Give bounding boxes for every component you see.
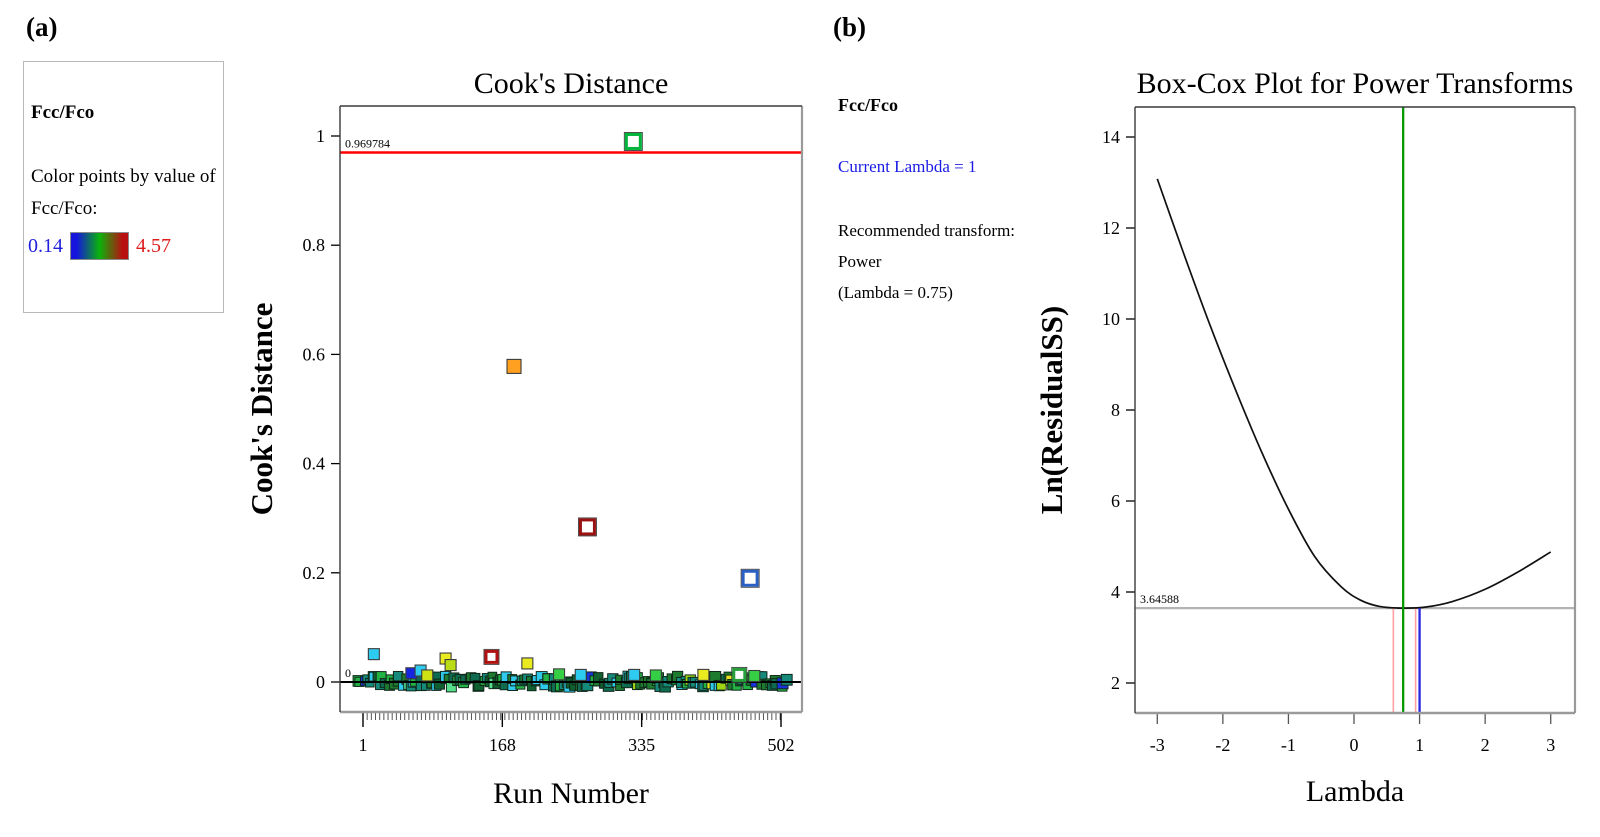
y-tick-label: 10 [1102, 309, 1120, 329]
legend-caption-line2: Fcc/Fco: [31, 198, 98, 219]
x-tick-label: -2 [1215, 735, 1230, 755]
outlier-point-square [578, 518, 596, 536]
x-tick-label: 1 [1415, 735, 1424, 755]
y-tick-label: 0 [316, 672, 325, 692]
minor-point-square-outline [731, 666, 748, 683]
boxcox-chart-title: Box-Cox Plot for Power Transforms [1137, 67, 1574, 100]
outlier-points [506, 132, 760, 588]
legend-min-value: 0.14 [28, 234, 63, 257]
minor-point-square [574, 668, 587, 681]
minor-point-square [553, 668, 566, 681]
boxcox-curve [1156, 178, 1552, 609]
x-tick-label: 168 [489, 735, 516, 755]
cooks-y-axis-title: Cook's Distance [244, 303, 279, 516]
boxcox-info-title: Fcc/Fco [838, 95, 898, 115]
legend-value-row: 0.14 4.57 [28, 232, 171, 260]
panel-b-label: (b) [833, 12, 866, 42]
y-tick-label: 14 [1102, 127, 1120, 147]
y-tick-label: 1 [316, 126, 325, 146]
outlier-point-square [741, 569, 759, 587]
recommended-lambda-detail: (Lambda = 0.75) [838, 283, 953, 302]
minor-point-square [628, 668, 641, 681]
minor-point-square [521, 657, 534, 670]
outlier-point-square-outline [740, 568, 760, 588]
x-tick-label: 2 [1481, 735, 1490, 755]
y-tick-label: 4 [1111, 582, 1120, 602]
y-tick-label: 12 [1102, 218, 1120, 238]
x-tick-label: -1 [1281, 735, 1296, 755]
minor-point-square [421, 669, 434, 682]
boxcox-y-axis: 2 4 6 8 10 12 14 [1102, 127, 1135, 693]
recommended-transform-name: Power [838, 252, 882, 271]
y-tick-label: 0.4 [303, 454, 326, 474]
boxcox-chart: Box-Cox Plot for Power Transforms Lambda L… [1034, 67, 1577, 808]
minor-point-square [367, 648, 380, 661]
cooks-threshold-label: 0.969784 [345, 136, 390, 150]
minor-points [367, 648, 761, 683]
boxcox-y-axis-title: Ln(ResidualSS) [1034, 306, 1069, 514]
color-gradient-bar [70, 232, 129, 260]
recommended-transform-heading: Recommended transform: [838, 221, 1016, 240]
cooks-y-axis: 0 0.2 0.4 0.6 0.8 1 [303, 126, 340, 692]
minor-point-square [444, 659, 457, 672]
x-tick-label: 0 [1350, 735, 1359, 755]
minor-point-square [732, 667, 747, 682]
current-lambda-text: Current Lambda = 1 [838, 157, 977, 176]
color-legend-box: Fcc/Fco Color points by value of Fcc/Fco… [23, 61, 224, 313]
panel-a-label: (a) [26, 12, 58, 42]
x-tick-label: -3 [1150, 735, 1165, 755]
minor-point-square [697, 668, 710, 681]
boxcox-x-axis: -3 -2 -1 0 1 2 3 [1150, 714, 1555, 755]
best-residual-label: 3.64588 [1140, 592, 1179, 606]
x-tick-label: 1 [359, 735, 368, 755]
cooks-x-axis: 1 168 335 502 [359, 713, 795, 755]
y-tick-label: 8 [1111, 400, 1120, 420]
y-tick-label: 2 [1111, 673, 1120, 693]
outlier-point-square-outline [577, 517, 597, 537]
cooks-chart-title: Cook's Distance [474, 67, 669, 100]
legend-title: Fcc/Fco [31, 102, 95, 123]
y-tick-label: 0.2 [303, 563, 326, 583]
cooks-distance-chart: Cook's Distance Run Number Cook's Distance… [244, 67, 804, 810]
boxcox-x-axis-title: Lambda [1306, 775, 1404, 808]
y-tick-label: 0.6 [303, 344, 326, 364]
outlier-point-square [506, 358, 522, 374]
cooks-zero-label: 0 [345, 666, 351, 680]
boxcox-info-block: Fcc/Fco Current Lambda = 1 Recommended t… [838, 95, 1118, 315]
minor-point-square [484, 649, 499, 664]
x-tick-label: 502 [768, 735, 795, 755]
y-tick-label: 0.8 [303, 235, 326, 255]
y-tick-label: 6 [1111, 491, 1120, 511]
minor-point-square-outline [483, 648, 500, 665]
minor-point-square [649, 669, 662, 682]
x-tick-label: 3 [1546, 735, 1555, 755]
cooks-x-axis-title: Run Number [493, 777, 649, 810]
outlier-point-square [624, 132, 642, 150]
x-tick-label: 335 [628, 735, 655, 755]
band-square [780, 673, 793, 686]
legend-max-value: 4.57 [136, 234, 171, 257]
outlier-point-square-outline [623, 132, 643, 151]
minor-point-square [748, 669, 761, 683]
legend-caption-line1: Color points by value of [31, 166, 216, 187]
